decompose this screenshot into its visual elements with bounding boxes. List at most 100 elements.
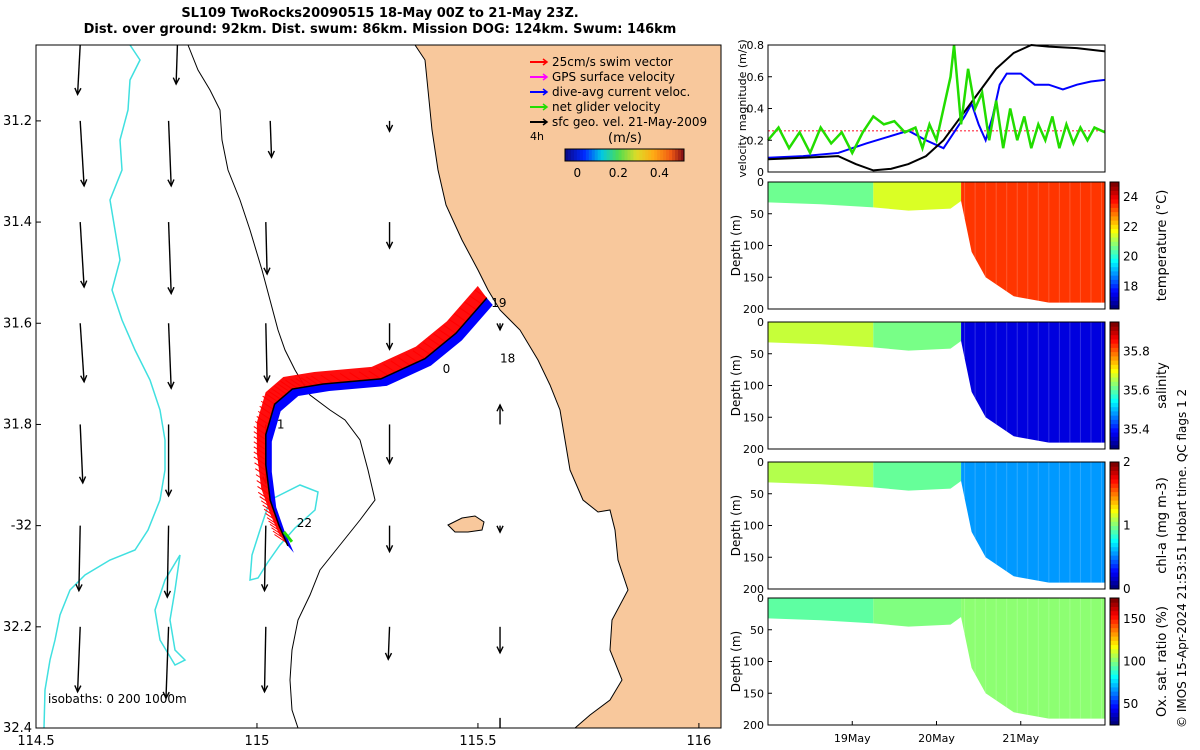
geo-velocity-arrowhead	[167, 179, 175, 188]
map-y-tick-label: 32.4	[3, 721, 32, 736]
swim-vector	[290, 378, 303, 388]
section-colorbar-tick-label: 22	[1123, 220, 1138, 234]
swim-vector	[443, 324, 457, 334]
velocity-y-tick-label: 0.4	[747, 103, 765, 116]
section-colorbar-segment	[1110, 703, 1119, 709]
geo-velocity-arrow	[79, 222, 85, 288]
swim-vector	[255, 474, 269, 484]
track-map: 19 18 0 1 22 114.5 115 115.5 116 31.2 31.4 31.6 31.…	[3, 44, 722, 749]
colorbar-segment	[565, 149, 569, 161]
swim-vector	[253, 456, 267, 466]
section-colorbar-label: chl-a (mg m-3)	[1155, 477, 1170, 574]
section-colorbar-tick-label: 100	[1123, 655, 1146, 669]
section-colorbar-segment	[1110, 287, 1119, 293]
swim-vector	[358, 371, 372, 381]
section-colorbar-segment	[1110, 674, 1119, 679]
swim-vector	[268, 390, 281, 400]
colorbar-tick-label: 0	[573, 166, 581, 180]
legend-label: dive-avg current veloc.	[552, 85, 690, 99]
section-colorbar-segment	[1110, 444, 1119, 450]
section-colorbar-segment	[1110, 521, 1119, 526]
geo-velocity-arrowhead	[78, 476, 87, 485]
geo-velocity-arrowhead	[263, 267, 271, 276]
section-colorbar-segment	[1110, 432, 1119, 437]
section-colorbar-segment	[1110, 389, 1119, 395]
section-colorbar-segment	[1110, 462, 1119, 467]
swim-vector	[265, 512, 278, 522]
geo-velocity-arrow	[79, 424, 84, 483]
section-colorbar-segment	[1110, 220, 1119, 225]
section-data	[768, 182, 1105, 303]
swim-vector	[253, 436, 267, 446]
section-colorbar-segment	[1110, 470, 1119, 476]
section-colorbar-segment	[1110, 355, 1119, 361]
colorbar-segment	[672, 149, 676, 161]
section-y-axis-label: Depth (m)	[729, 495, 743, 556]
section-colorbar-segment	[1110, 232, 1119, 238]
geo-velocity-arrowhead	[80, 280, 88, 289]
legend-4h: 4h	[530, 130, 544, 143]
section-colorbar-frame	[1109, 181, 1120, 310]
geo-velocity-arrow	[79, 120, 85, 186]
geo-velocity-arrowhead	[497, 731, 503, 737]
section-colorbar-segment	[1110, 292, 1119, 297]
swim-vector	[448, 319, 462, 328]
colorbar-segment	[591, 149, 596, 161]
section-colorbar-segment	[1110, 555, 1119, 560]
swim-vector	[405, 353, 418, 363]
swim-vector	[271, 527, 284, 537]
section-colorbar-segment	[1110, 419, 1119, 425]
swim-vector	[262, 395, 275, 405]
section-zone	[768, 462, 874, 488]
section-colorbar-frame	[1109, 321, 1120, 450]
swim-vector	[397, 357, 411, 366]
section-colorbar-segment	[1110, 237, 1119, 242]
swim-vector	[453, 313, 467, 322]
colorbar-segment	[678, 149, 682, 161]
section-colorbar-segment	[1110, 576, 1119, 582]
colorbar-segment	[624, 149, 628, 161]
velocity-y-tick-label: 0	[757, 166, 764, 179]
section-colorbar-segment	[1110, 182, 1119, 187]
section-y-tick-label: 50	[750, 624, 764, 637]
section-colorbar-segment	[1110, 657, 1119, 662]
colorbar-segment	[585, 149, 590, 161]
colorbar-segment	[648, 149, 652, 161]
section-colorbar-segment	[1110, 300, 1119, 306]
swim-vector	[474, 289, 488, 299]
section-colorbar-segment	[1110, 644, 1119, 650]
section-colorbar-segment	[1110, 215, 1119, 221]
section-colorbar-segment	[1110, 648, 1119, 654]
land-mass	[415, 45, 721, 728]
section-colorbar-segment	[1110, 334, 1119, 340]
swim-vector	[285, 379, 298, 389]
section-colorbar-segment	[1110, 682, 1119, 688]
colorbar-segment	[657, 149, 661, 161]
section-colorbar-tick-label: 0	[1123, 582, 1131, 596]
legend-label: net glider velocity	[552, 100, 660, 114]
legend-label: 25cm/s swim vector	[552, 55, 673, 69]
swim-vector	[280, 380, 293, 390]
section-colorbar-tick-label: 50	[1123, 697, 1138, 711]
map-y-tick-label: 31.8	[3, 417, 32, 432]
swim-vector	[375, 367, 389, 376]
colorbar-segment	[579, 149, 584, 161]
section-y-tick-label: 200	[743, 719, 764, 732]
section-colorbar-tick-label: 2	[1123, 455, 1131, 469]
map-y-tick-label: -32	[11, 519, 32, 534]
section-colorbar-segment	[1110, 495, 1119, 501]
section-colorbar-segment	[1110, 712, 1119, 718]
swim-vector	[263, 508, 277, 518]
colorbar-segment	[618, 149, 623, 161]
glider-track	[265, 297, 488, 547]
geo-velocity-arrowhead	[164, 489, 173, 498]
section-zone	[961, 182, 1105, 303]
section-y-tick-label: 100	[743, 656, 764, 669]
section-colorbar-segment	[1110, 678, 1119, 684]
section-zone	[768, 322, 874, 348]
section-colorbar-segment	[1110, 207, 1119, 213]
section-x-tick-label: 20May	[918, 732, 955, 745]
colorbar-frame	[564, 148, 685, 162]
section-colorbar-segment	[1110, 351, 1119, 357]
